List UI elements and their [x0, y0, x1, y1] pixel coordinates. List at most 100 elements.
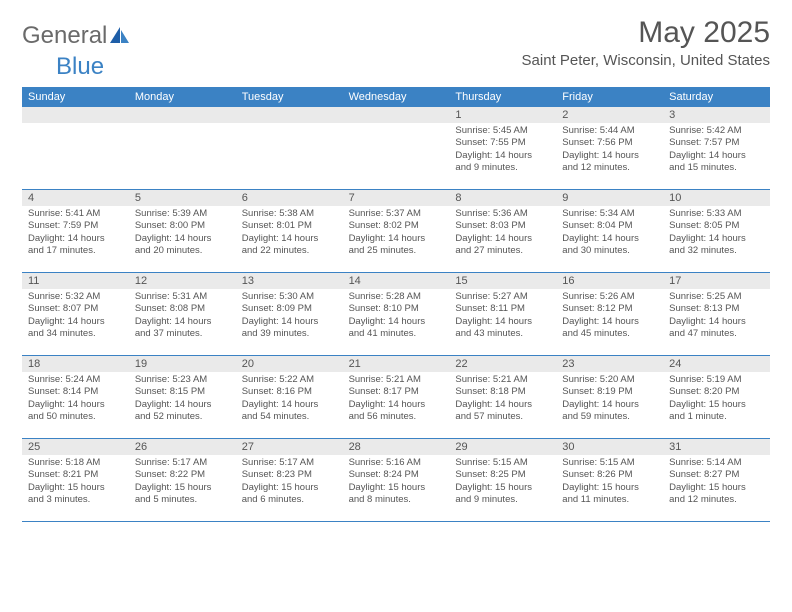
- daylight-line: Daylight: 14 hours and 20 minutes.: [135, 233, 230, 258]
- week-row: 25Sunrise: 5:18 AMSunset: 8:21 PMDayligh…: [22, 439, 770, 522]
- sunrise-line: Sunrise: 5:21 AM: [349, 374, 444, 386]
- sunset-line: Sunset: 8:17 PM: [349, 386, 444, 398]
- sunset-line: Sunset: 8:23 PM: [242, 469, 337, 481]
- sunrise-line: Sunrise: 5:28 AM: [349, 291, 444, 303]
- cell-body: Sunrise: 5:24 AMSunset: 8:14 PMDaylight:…: [22, 372, 129, 423]
- calendar-cell: [343, 107, 450, 189]
- sunset-line: Sunset: 8:14 PM: [28, 386, 123, 398]
- day-header-tuesday: Tuesday: [236, 87, 343, 107]
- cell-body: Sunrise: 5:33 AMSunset: 8:05 PMDaylight:…: [663, 206, 770, 257]
- day-number: 31: [663, 439, 770, 455]
- sunset-line: Sunset: 7:56 PM: [562, 137, 657, 149]
- calendar-cell: 8Sunrise: 5:36 AMSunset: 8:03 PMDaylight…: [449, 190, 556, 272]
- day-number: 8: [449, 190, 556, 206]
- sunrise-line: Sunrise: 5:41 AM: [28, 208, 123, 220]
- day-header-wednesday: Wednesday: [343, 87, 450, 107]
- daylight-line: Daylight: 14 hours and 47 minutes.: [669, 316, 764, 341]
- daylight-line: Daylight: 14 hours and 45 minutes.: [562, 316, 657, 341]
- day-header-friday: Friday: [556, 87, 663, 107]
- cell-body: Sunrise: 5:42 AMSunset: 7:57 PMDaylight:…: [663, 123, 770, 174]
- sunset-line: Sunset: 8:18 PM: [455, 386, 550, 398]
- sunrise-line: Sunrise: 5:44 AM: [562, 125, 657, 137]
- day-number: 25: [22, 439, 129, 455]
- day-number: 28: [343, 439, 450, 455]
- calendar-cell: 13Sunrise: 5:30 AMSunset: 8:09 PMDayligh…: [236, 273, 343, 355]
- sunset-line: Sunset: 8:04 PM: [562, 220, 657, 232]
- calendar-cell: 26Sunrise: 5:17 AMSunset: 8:22 PMDayligh…: [129, 439, 236, 521]
- location: Saint Peter, Wisconsin, United States: [522, 52, 770, 69]
- daylight-line: Daylight: 14 hours and 52 minutes.: [135, 399, 230, 424]
- sunrise-line: Sunrise: 5:39 AM: [135, 208, 230, 220]
- calendar-cell: 18Sunrise: 5:24 AMSunset: 8:14 PMDayligh…: [22, 356, 129, 438]
- sunset-line: Sunset: 8:25 PM: [455, 469, 550, 481]
- daylight-line: Daylight: 14 hours and 54 minutes.: [242, 399, 337, 424]
- daylight-line: Daylight: 14 hours and 27 minutes.: [455, 233, 550, 258]
- sunset-line: Sunset: 8:27 PM: [669, 469, 764, 481]
- day-number: 16: [556, 273, 663, 289]
- day-number: 5: [129, 190, 236, 206]
- cell-body: Sunrise: 5:28 AMSunset: 8:10 PMDaylight:…: [343, 289, 450, 340]
- cell-body: Sunrise: 5:45 AMSunset: 7:55 PMDaylight:…: [449, 123, 556, 174]
- daylight-line: Daylight: 14 hours and 9 minutes.: [455, 150, 550, 175]
- sunset-line: Sunset: 8:02 PM: [349, 220, 444, 232]
- day-number: 7: [343, 190, 450, 206]
- calendar-cell: 15Sunrise: 5:27 AMSunset: 8:11 PMDayligh…: [449, 273, 556, 355]
- day-number: 20: [236, 356, 343, 372]
- sunset-line: Sunset: 8:13 PM: [669, 303, 764, 315]
- title-block: May 2025 Saint Peter, Wisconsin, United …: [522, 16, 770, 69]
- day-number: 17: [663, 273, 770, 289]
- sunset-line: Sunset: 8:21 PM: [28, 469, 123, 481]
- cell-body: Sunrise: 5:16 AMSunset: 8:24 PMDaylight:…: [343, 455, 450, 506]
- sunrise-line: Sunrise: 5:30 AM: [242, 291, 337, 303]
- calendar-cell: 6Sunrise: 5:38 AMSunset: 8:01 PMDaylight…: [236, 190, 343, 272]
- logo: General: [22, 22, 131, 50]
- sunset-line: Sunset: 8:16 PM: [242, 386, 337, 398]
- day-number: 12: [129, 273, 236, 289]
- calendar: SundayMondayTuesdayWednesdayThursdayFrid…: [22, 87, 770, 522]
- cell-body: Sunrise: 5:36 AMSunset: 8:03 PMDaylight:…: [449, 206, 556, 257]
- cell-body: Sunrise: 5:21 AMSunset: 8:17 PMDaylight:…: [343, 372, 450, 423]
- sunset-line: Sunset: 8:00 PM: [135, 220, 230, 232]
- day-header-row: SundayMondayTuesdayWednesdayThursdayFrid…: [22, 87, 770, 107]
- calendar-cell: 27Sunrise: 5:17 AMSunset: 8:23 PMDayligh…: [236, 439, 343, 521]
- calendar-cell: [236, 107, 343, 189]
- day-number: 9: [556, 190, 663, 206]
- daylight-line: Daylight: 15 hours and 8 minutes.: [349, 482, 444, 507]
- sunrise-line: Sunrise: 5:17 AM: [242, 457, 337, 469]
- day-number: [236, 107, 343, 123]
- cell-body: Sunrise: 5:25 AMSunset: 8:13 PMDaylight:…: [663, 289, 770, 340]
- calendar-cell: 30Sunrise: 5:15 AMSunset: 8:26 PMDayligh…: [556, 439, 663, 521]
- sunrise-line: Sunrise: 5:42 AM: [669, 125, 764, 137]
- day-number: 13: [236, 273, 343, 289]
- cell-body: Sunrise: 5:14 AMSunset: 8:27 PMDaylight:…: [663, 455, 770, 506]
- month-title: May 2025: [522, 16, 770, 50]
- cell-body: Sunrise: 5:44 AMSunset: 7:56 PMDaylight:…: [556, 123, 663, 174]
- sunrise-line: Sunrise: 5:25 AM: [669, 291, 764, 303]
- cell-body: Sunrise: 5:19 AMSunset: 8:20 PMDaylight:…: [663, 372, 770, 423]
- sunrise-line: Sunrise: 5:14 AM: [669, 457, 764, 469]
- sunrise-line: Sunrise: 5:15 AM: [562, 457, 657, 469]
- calendar-cell: 29Sunrise: 5:15 AMSunset: 8:25 PMDayligh…: [449, 439, 556, 521]
- sunset-line: Sunset: 7:55 PM: [455, 137, 550, 149]
- sunset-line: Sunset: 8:11 PM: [455, 303, 550, 315]
- calendar-cell: 11Sunrise: 5:32 AMSunset: 8:07 PMDayligh…: [22, 273, 129, 355]
- day-header-monday: Monday: [129, 87, 236, 107]
- cell-body: Sunrise: 5:17 AMSunset: 8:22 PMDaylight:…: [129, 455, 236, 506]
- week-row: 18Sunrise: 5:24 AMSunset: 8:14 PMDayligh…: [22, 356, 770, 439]
- sunset-line: Sunset: 8:10 PM: [349, 303, 444, 315]
- daylight-line: Daylight: 14 hours and 57 minutes.: [455, 399, 550, 424]
- calendar-cell: 7Sunrise: 5:37 AMSunset: 8:02 PMDaylight…: [343, 190, 450, 272]
- sunrise-line: Sunrise: 5:15 AM: [455, 457, 550, 469]
- sunset-line: Sunset: 8:15 PM: [135, 386, 230, 398]
- day-number: [22, 107, 129, 123]
- day-header-sunday: Sunday: [22, 87, 129, 107]
- daylight-line: Daylight: 14 hours and 34 minutes.: [28, 316, 123, 341]
- cell-body: Sunrise: 5:22 AMSunset: 8:16 PMDaylight:…: [236, 372, 343, 423]
- cell-body: Sunrise: 5:18 AMSunset: 8:21 PMDaylight:…: [22, 455, 129, 506]
- calendar-cell: 1Sunrise: 5:45 AMSunset: 7:55 PMDaylight…: [449, 107, 556, 189]
- cell-body: Sunrise: 5:15 AMSunset: 8:26 PMDaylight:…: [556, 455, 663, 506]
- sunset-line: Sunset: 8:24 PM: [349, 469, 444, 481]
- daylight-line: Daylight: 14 hours and 12 minutes.: [562, 150, 657, 175]
- day-number: 15: [449, 273, 556, 289]
- calendar-cell: 3Sunrise: 5:42 AMSunset: 7:57 PMDaylight…: [663, 107, 770, 189]
